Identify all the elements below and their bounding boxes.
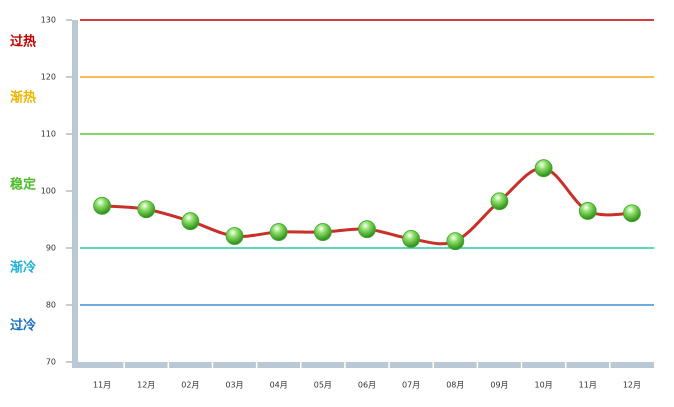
data-point — [269, 223, 288, 241]
zone-label: 过热 — [10, 34, 36, 50]
data-point — [181, 212, 200, 231]
y-tick-label: 110 — [41, 130, 56, 139]
data-point — [402, 229, 421, 248]
x-tick-label: 04月 — [270, 381, 288, 390]
zone-label: 渐热 — [10, 90, 36, 106]
x-tick-label: 12月 — [137, 381, 155, 390]
x-tick-label: 07月 — [402, 381, 420, 390]
x-tick-label: 11月 — [579, 381, 597, 390]
x-tick-label: 05月 — [314, 381, 332, 390]
data-point — [313, 223, 332, 241]
y-tick-label: 80 — [46, 301, 56, 310]
x-tick-label: 12月 — [623, 381, 641, 390]
data-point — [446, 232, 465, 251]
data-point — [578, 202, 597, 220]
x-tick-label: 11月 — [93, 381, 111, 390]
x-axis-bar — [72, 362, 654, 368]
data-point — [358, 220, 376, 239]
data-point — [623, 204, 641, 223]
y-tick-label: 100 — [41, 187, 56, 196]
x-tick-label: 06月 — [358, 381, 376, 390]
y-tick-label: 90 — [46, 244, 56, 253]
y-tick-label: 130 — [41, 16, 56, 25]
data-point — [93, 196, 111, 215]
zone-label: 过冷 — [10, 318, 36, 334]
zone-label: 稳定 — [10, 177, 36, 193]
data-point — [137, 200, 156, 219]
y-axis-bar — [72, 20, 78, 368]
x-tick-label: 09月 — [490, 381, 508, 390]
data-point — [490, 192, 509, 211]
x-tick-label: 10月 — [535, 381, 553, 390]
x-tick-label: 08月 — [446, 381, 464, 390]
x-tick-label: 02月 — [181, 381, 199, 390]
y-tick-label: 120 — [41, 73, 56, 82]
zone-label: 渐冷 — [10, 260, 36, 276]
y-tick-label: 70 — [46, 358, 56, 367]
data-point — [534, 159, 553, 178]
data-point — [225, 227, 244, 245]
x-tick-label: 03月 — [225, 381, 243, 390]
